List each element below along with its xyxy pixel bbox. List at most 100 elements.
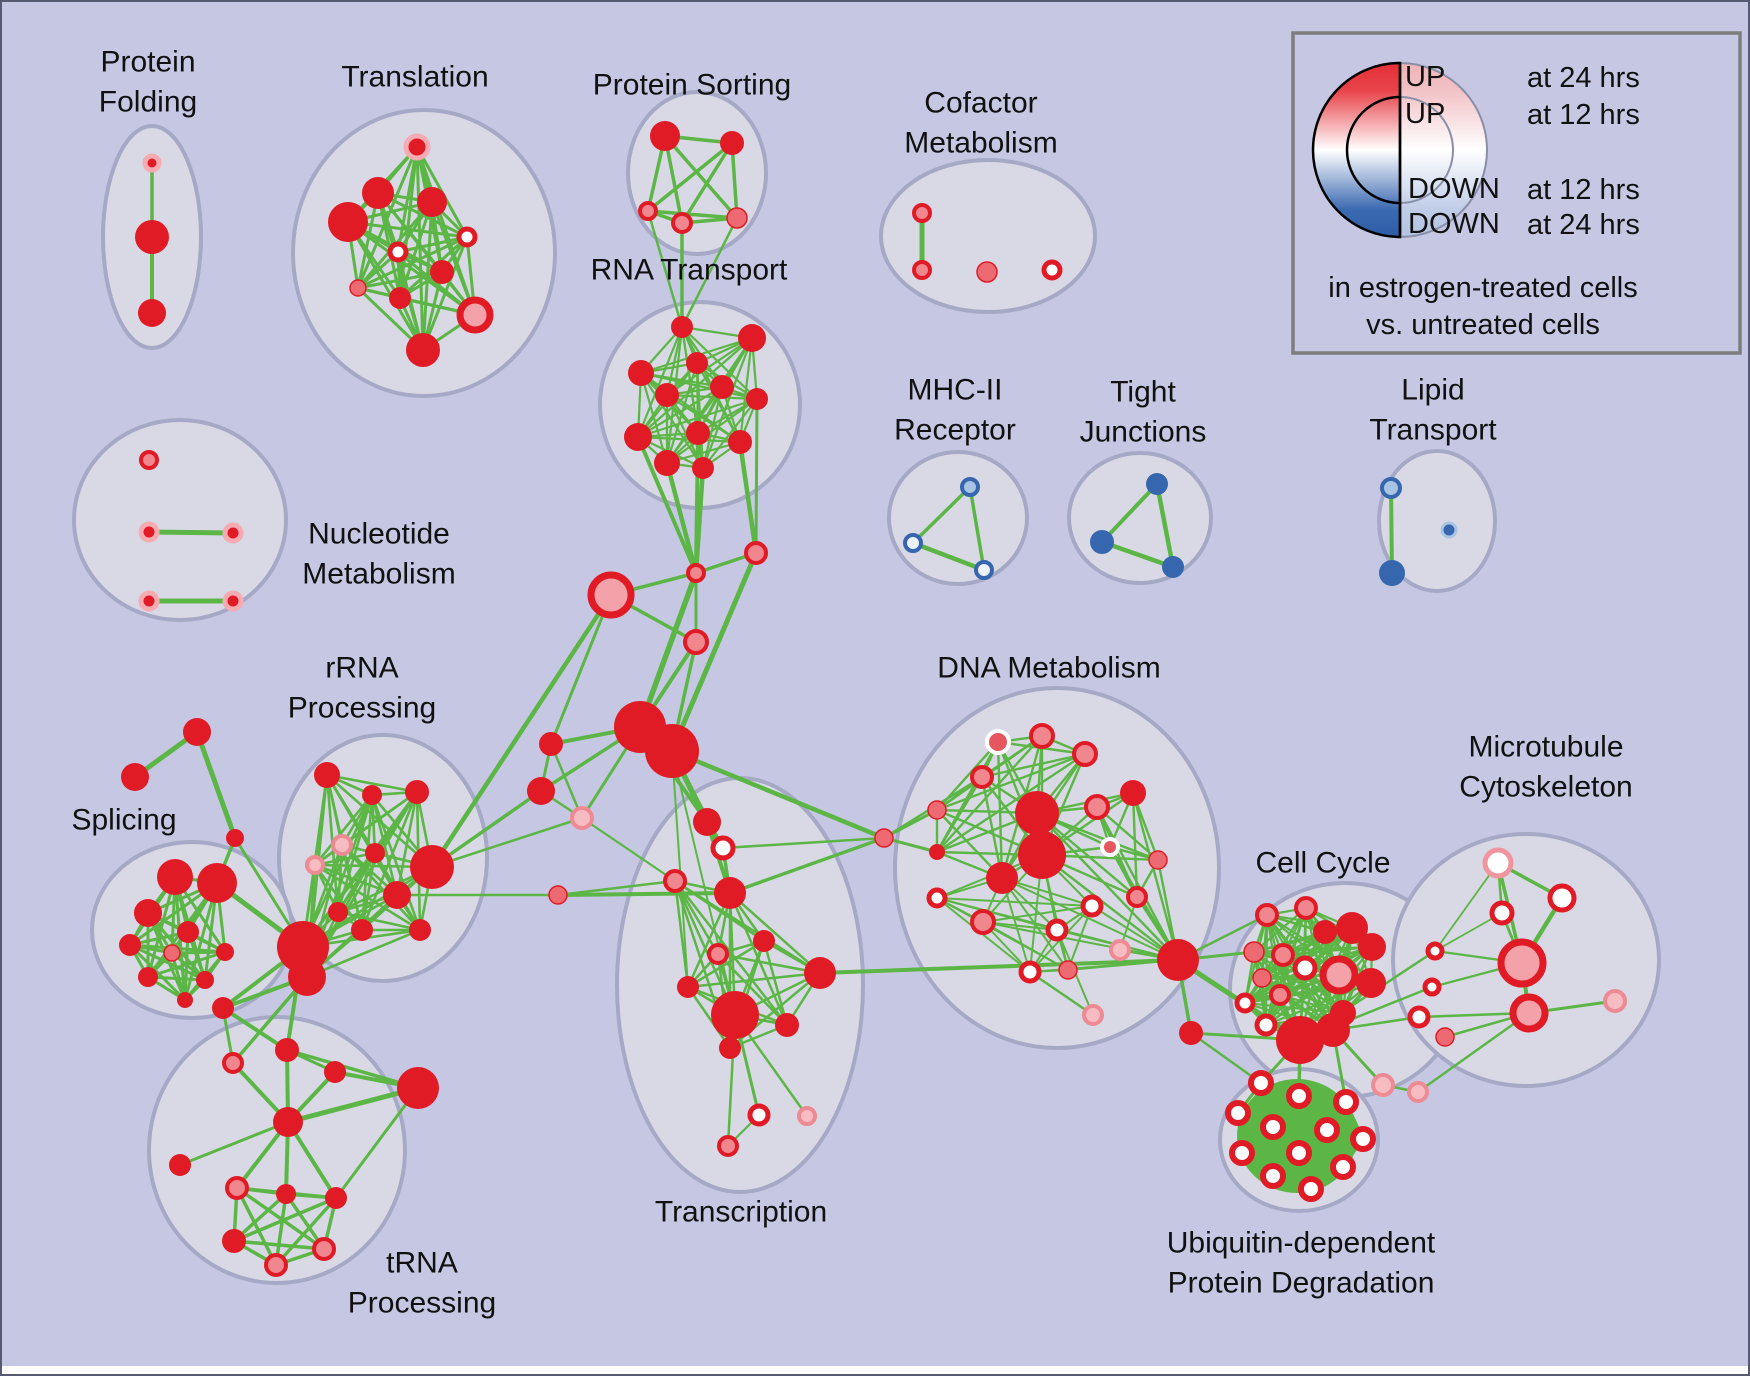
node-tx13 [797, 1106, 817, 1126]
node-dn25 [1179, 1021, 1203, 1045]
legend-down-12-time: at 12 hrs [1527, 174, 1640, 206]
node-tx6 [707, 943, 729, 965]
node-uq2 [1286, 1083, 1312, 1109]
network-edge [730, 141, 739, 220]
network-edge [737, 439, 759, 556]
node-dn4 [970, 765, 994, 789]
node-nm5 [222, 590, 244, 612]
node-tx12 [747, 1103, 771, 1127]
legend: UP at 24 hrs UP at 12 hrs DOWN at 12 hrs… [1291, 31, 1742, 355]
network-edge [549, 593, 613, 746]
network-edge [285, 1048, 420, 1090]
network-edge [356, 270, 444, 290]
network-edge [646, 209, 684, 329]
node-c3 [570, 806, 594, 830]
node-sp10 [177, 992, 193, 1008]
network-edge [1278, 926, 1354, 997]
node-mt4 [1425, 941, 1445, 961]
legend-up-24-time: at 24 hrs [1527, 62, 1640, 94]
network-edge [754, 397, 759, 555]
node-rt10 [686, 421, 710, 445]
node-rt1 [671, 316, 693, 338]
node-tc4 [324, 1061, 346, 1083]
cluster-label-mhc-ii-0: MHC-II [908, 374, 1003, 407]
network-edge [178, 1120, 290, 1167]
network-edge [313, 851, 377, 867]
network-edge [818, 958, 1180, 975]
node-sp5 [119, 934, 141, 956]
network-edge [665, 397, 759, 465]
network-edge [1041, 854, 1179, 961]
node-cc5 [1358, 933, 1386, 961]
network-edge [221, 1006, 289, 1052]
legend-inner-ring-faded [1399, 96, 1454, 204]
network-edge [910, 540, 987, 573]
node-mt8 [1509, 993, 1549, 1033]
bottom-margin [0, 1366, 1750, 1376]
network-edge [693, 465, 706, 576]
node-rr11 [277, 921, 329, 973]
network-edge [686, 971, 822, 989]
node-tl6 [456, 226, 478, 248]
node-cc6 [1243, 941, 1265, 963]
cluster-label-translation-0: Translation [341, 61, 488, 94]
network-edge [274, 1196, 338, 1267]
network-edge [935, 734, 1044, 854]
network-edge [232, 1239, 326, 1251]
node-pf2 [135, 220, 169, 254]
node-sp4 [177, 921, 199, 943]
node-rt7 [746, 388, 768, 410]
network-edge [671, 750, 736, 1016]
node-dn23 [1157, 939, 1199, 981]
network-edge [356, 235, 469, 290]
node-j1 [686, 563, 706, 583]
network-edge [235, 1186, 326, 1251]
network-edge [1099, 539, 1176, 570]
node-uq10 [1330, 1154, 1356, 1180]
node-cc10 [1356, 968, 1386, 998]
node-dn24 [1082, 1004, 1104, 1026]
cluster-ellipse-tight-junctions [1067, 451, 1213, 585]
node-rr6 [365, 843, 385, 863]
cluster-label-protein-sorting-0: Protein Sorting [593, 69, 791, 102]
node-cc18 [1371, 1073, 1395, 1097]
node-sp6 [163, 944, 181, 962]
network-edge [146, 529, 236, 536]
node-mh2 [903, 533, 923, 553]
network-edge [1236, 1100, 1348, 1115]
network-edge [701, 397, 759, 470]
network-edge [1001, 877, 1179, 961]
node-j2 [744, 541, 768, 565]
node-rr10 [351, 919, 373, 941]
node-mt9 [1603, 989, 1627, 1013]
network-edge [194, 729, 238, 841]
node-dn20 [1058, 960, 1078, 980]
node-mt10 [1435, 1027, 1455, 1047]
network-edge [669, 550, 759, 754]
node-rr7 [410, 845, 454, 889]
network-edge [721, 836, 886, 850]
network-edge [936, 897, 1031, 973]
network-edge [305, 928, 422, 979]
network-edge [673, 879, 822, 975]
node-tx10 [775, 1013, 799, 1037]
network-edge [301, 793, 374, 949]
node-dn5 [927, 800, 947, 820]
network-edge [936, 897, 1093, 907]
node-uq6 [1314, 1117, 1340, 1143]
legend-half-disc-faded [1399, 61, 1488, 239]
network-edge [146, 950, 227, 979]
network-edge [430, 200, 477, 317]
network-edge [1434, 912, 1503, 952]
node-ps3 [638, 201, 658, 221]
node-dn3 [1072, 741, 1098, 767]
cluster-ellipse-lipid-transport [1377, 449, 1497, 593]
node-tl7 [430, 260, 454, 284]
legend-box [1291, 31, 1742, 355]
cluster-label-microtubule-1: Cytoskeleton [1459, 771, 1632, 804]
node-rr13 [409, 919, 431, 941]
network-edge [1264, 981, 1373, 1027]
node-dn6 [874, 828, 894, 848]
cluster-label-cofactor-1: Metabolism [904, 127, 1057, 160]
network-edge [716, 952, 789, 1027]
